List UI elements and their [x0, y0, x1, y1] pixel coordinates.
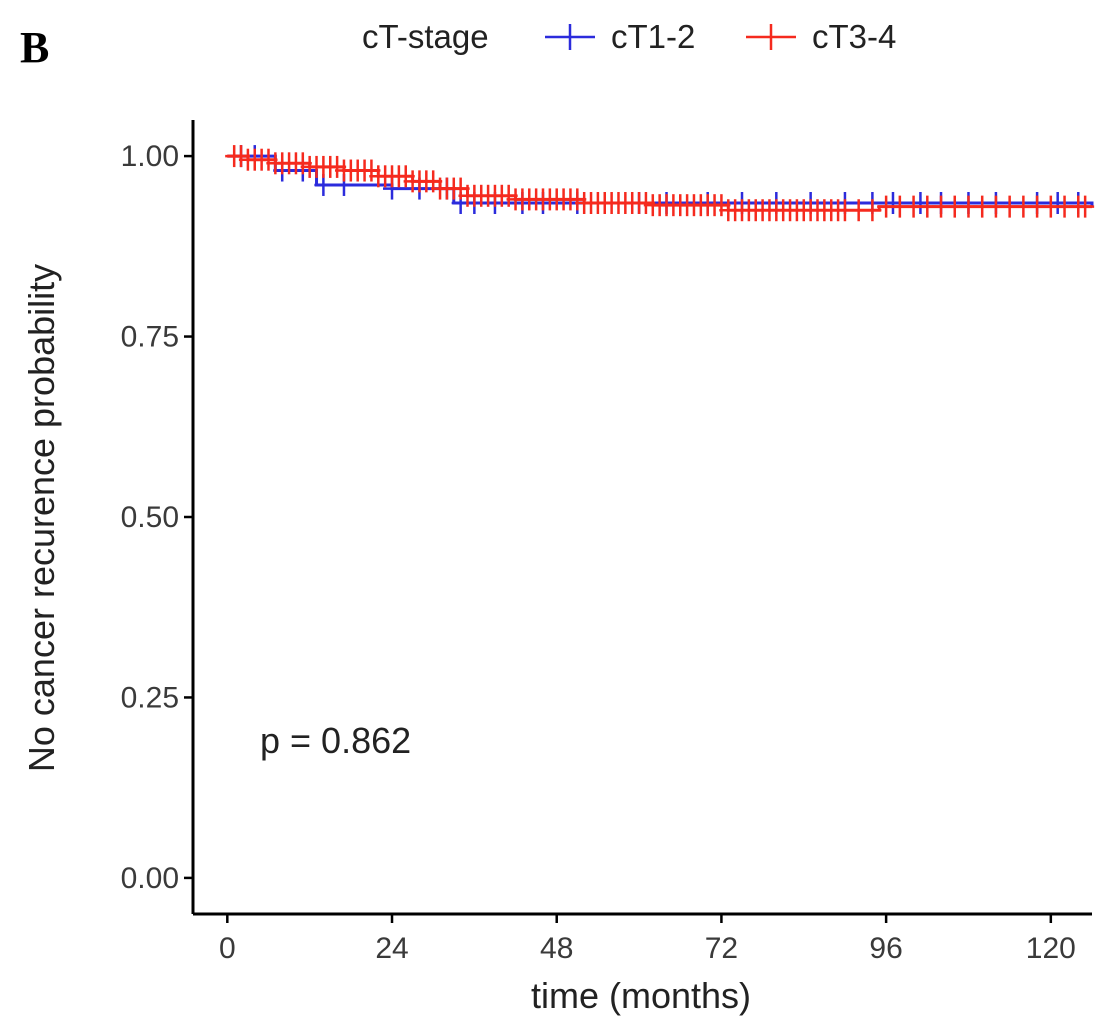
plot-area [225, 145, 1095, 222]
legend-entry-ct1-2: cT1-2 [545, 18, 695, 55]
y-tick-label: 1.00 [121, 140, 179, 173]
y-tick-label: 0.25 [121, 681, 179, 714]
legend: cT-stage cT1-2 cT3-4 [362, 18, 896, 55]
p-value-annotation: p = 0.862 [260, 720, 411, 761]
legend-title: cT-stage [362, 18, 489, 55]
series-ct3-4 [225, 145, 1095, 222]
x-tick-label: 24 [375, 932, 408, 965]
legend-label-ct3-4: cT3-4 [812, 18, 896, 55]
x-axis-ticks: 0 24 48 72 96 120 [219, 914, 1076, 965]
y-tick-label: 0.00 [121, 862, 179, 895]
y-tick-label: 0.75 [121, 321, 179, 354]
panel-label: B [20, 23, 49, 72]
y-tick-label: 0.50 [121, 501, 179, 534]
y-axis-title: No cancer recurence probability [21, 264, 62, 772]
x-tick-label: 72 [705, 932, 738, 965]
x-tick-label: 0 [219, 932, 236, 965]
x-tick-label: 96 [869, 932, 902, 965]
legend-label-ct1-2: cT1-2 [611, 18, 695, 55]
x-tick-label: 120 [1026, 932, 1076, 965]
x-tick-label: 48 [540, 932, 573, 965]
legend-entry-ct3-4: cT3-4 [746, 18, 896, 55]
y-axis-ticks: 0.00 0.25 0.50 0.75 1.00 [121, 140, 193, 895]
x-axis-title: time (months) [531, 975, 751, 1016]
